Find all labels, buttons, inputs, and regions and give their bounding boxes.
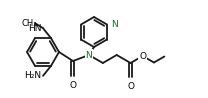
- Text: O: O: [127, 82, 134, 91]
- Text: O: O: [69, 81, 77, 90]
- Text: CH₃: CH₃: [21, 19, 37, 28]
- Text: N: N: [86, 50, 92, 59]
- Text: H₂N: H₂N: [24, 71, 41, 80]
- Text: HN: HN: [28, 24, 42, 33]
- Text: N: N: [111, 20, 118, 29]
- Text: O: O: [139, 52, 146, 60]
